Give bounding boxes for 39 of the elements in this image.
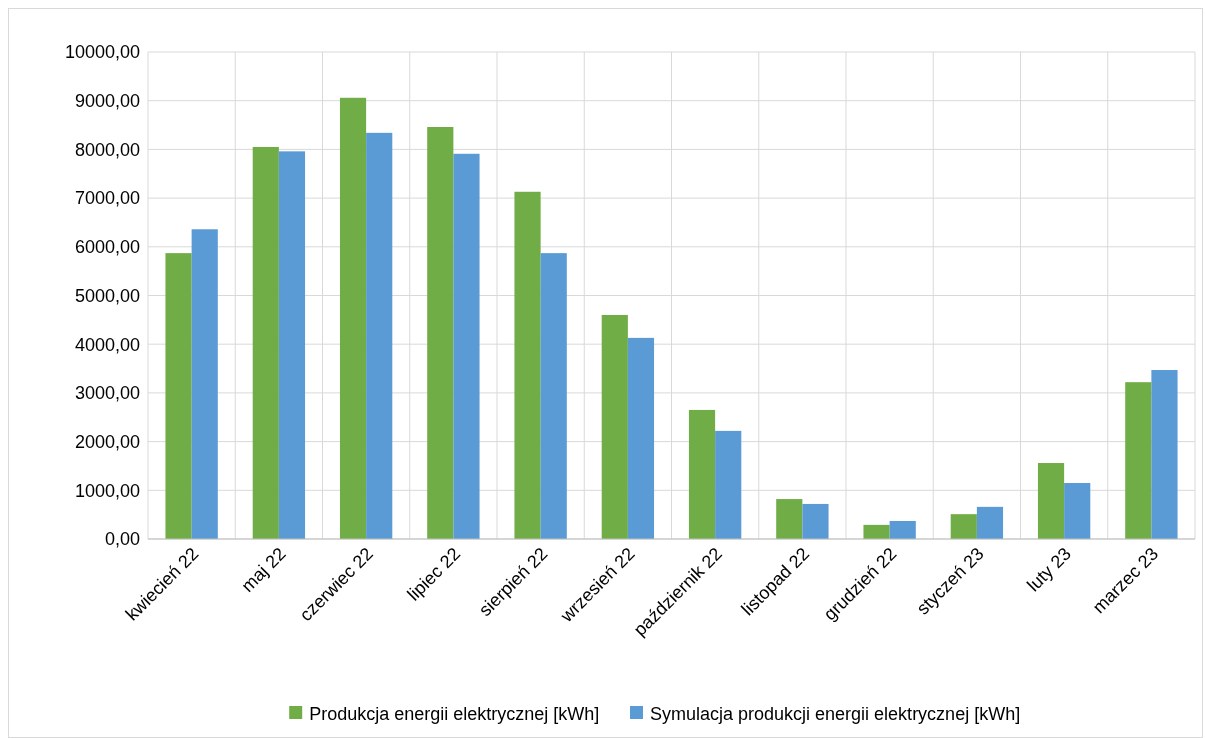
bar xyxy=(366,132,393,539)
bar xyxy=(776,499,803,539)
bar xyxy=(802,503,829,539)
x-tick-label: maj 22 xyxy=(237,543,290,597)
legend-label: Produkcja energii elektrycznej [kWh] xyxy=(309,704,600,725)
bar xyxy=(540,253,567,539)
bar xyxy=(715,430,742,539)
bar xyxy=(1151,370,1178,539)
legend-label: Symulacja produkcji energii elektrycznej [kWh] xyxy=(650,704,1021,725)
bar xyxy=(976,506,1004,539)
bar xyxy=(278,151,306,539)
bar xyxy=(889,520,916,539)
y-tick-label: 5000,00 xyxy=(74,285,140,306)
bar xyxy=(427,127,454,539)
y-tick-label: 0,00 xyxy=(104,529,140,550)
y-tick-label: 6000,00 xyxy=(74,237,140,258)
bar xyxy=(514,191,541,539)
bar xyxy=(1037,463,1065,539)
y-tick-label: 2000,00 xyxy=(74,431,140,452)
bar xyxy=(453,153,480,539)
bar xyxy=(1064,483,1091,539)
bar xyxy=(191,229,218,539)
y-tick-label: 7000,00 xyxy=(74,188,140,209)
bar xyxy=(165,253,192,539)
y-tick-label: 3000,00 xyxy=(74,383,140,404)
bar xyxy=(252,146,279,539)
x-tick-label: luty 23 xyxy=(1023,543,1075,596)
bar xyxy=(627,337,655,539)
bar xyxy=(863,524,890,539)
bar xyxy=(339,97,367,539)
bar xyxy=(688,409,716,539)
bar xyxy=(1125,382,1152,539)
bar xyxy=(601,314,628,539)
y-tick-label: 8000,00 xyxy=(74,139,140,160)
y-tick-label: 1000,00 xyxy=(74,480,140,501)
y-tick-label: 4000,00 xyxy=(74,334,140,355)
bar xyxy=(950,514,977,539)
y-tick-label: 9000,00 xyxy=(74,91,140,111)
y-tick-label: 10000,00 xyxy=(64,42,140,63)
